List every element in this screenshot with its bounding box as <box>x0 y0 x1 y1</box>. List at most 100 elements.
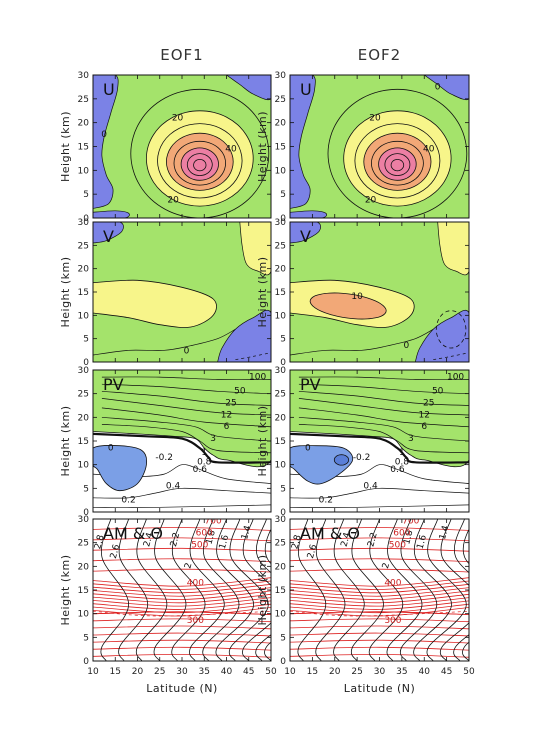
y-tick-label: 20 <box>275 413 287 423</box>
y-tick-label: 0 <box>83 214 89 224</box>
y-tick-label: 0 <box>83 657 89 667</box>
y-tick-label: 5 <box>83 484 89 494</box>
theta-contour-dashed <box>93 610 271 617</box>
u-negative-region-bottom <box>93 210 130 218</box>
v-contour-10 <box>309 292 387 320</box>
theta-contour <box>290 537 469 542</box>
theta-contour <box>290 632 469 637</box>
pv-contour-label: 0.4 <box>363 481 378 491</box>
theta-contour-label: 500 <box>191 540 208 550</box>
y-axis-label: Height (km) <box>59 111 72 182</box>
theta-contour-dashed <box>290 610 469 617</box>
theta-contour <box>93 639 271 644</box>
pv-negative-region <box>93 445 148 492</box>
y-tick-label: 25 <box>275 390 286 400</box>
pv-contour-line <box>101 390 271 406</box>
y-tick-label: 20 <box>275 119 287 129</box>
y-tick-label: 15 <box>78 586 89 596</box>
y-tick-label: 25 <box>275 539 286 549</box>
theta-contour <box>290 527 469 531</box>
panel-u-eof2: 0 20 40 20 <box>290 75 469 218</box>
x-tick-label: 25 <box>351 667 362 677</box>
pv-contour-label: 12 <box>221 410 232 420</box>
theta-contour <box>290 590 469 600</box>
v-dashed-contour <box>435 310 467 349</box>
u-contour-label: 20 <box>172 113 184 123</box>
theta-contour-label: 400 <box>384 578 401 588</box>
y-tick-label: 0 <box>83 358 89 368</box>
x-tick-label: 30 <box>374 667 386 677</box>
theta-contour <box>93 632 271 637</box>
y-axis-label: Height (km) <box>59 256 72 327</box>
theta-contour-label: 300 <box>187 616 204 626</box>
y-tick-label: 10 <box>78 461 90 471</box>
x-tick-label: 45 <box>243 667 254 677</box>
theta-contour-label: 600 <box>196 529 213 539</box>
pv-contour-label: 0.4 <box>166 481 181 491</box>
y-tick-label: 20 <box>78 413 90 423</box>
pv-contour-line <box>93 504 271 508</box>
pv-contour-label: 0.8 <box>395 458 410 468</box>
y-axis-label: Height (km) <box>256 554 269 625</box>
am-contour <box>315 519 346 661</box>
v-positive-tongue <box>93 279 217 328</box>
pv-negative-region <box>290 445 354 485</box>
y-tick-label: 25 <box>275 95 286 105</box>
u-contour-label: 20 <box>365 196 377 206</box>
y-tick-label: 15 <box>275 143 286 153</box>
pv-negative-core <box>333 454 350 466</box>
theta-contour <box>93 587 271 597</box>
x-tick-label: 30 <box>176 667 188 677</box>
theta-contour-label: 700 <box>402 517 419 527</box>
am-contour <box>462 528 469 661</box>
theta-contour <box>93 537 271 542</box>
x-axis-label: Latitude (N) <box>344 682 416 695</box>
y-tick-label: 25 <box>78 539 89 549</box>
am-contour <box>202 519 240 661</box>
panel-label: U <box>300 80 312 99</box>
v-contour-label: 0 <box>184 347 190 357</box>
y-tick-label: 15 <box>78 437 89 447</box>
theta-contour-label: 500 <box>389 540 406 550</box>
pv-contour-label: -0.2 <box>155 453 173 463</box>
am-contour <box>350 519 384 661</box>
am-contour-label: 2.6 <box>306 543 319 560</box>
y-tick-label: 25 <box>275 241 286 251</box>
am-contour-label: 1.6 <box>218 534 231 551</box>
u-contour-10 <box>327 88 468 218</box>
pv-contour-label: 0.2 <box>121 496 135 506</box>
am-contour <box>399 519 438 661</box>
theta-contour <box>290 547 469 552</box>
theta-contour <box>290 568 469 573</box>
pv-contour-label: 6 <box>421 422 427 432</box>
y-tick-label: 30 <box>275 515 287 525</box>
panel-label: AM & Θ <box>300 524 360 543</box>
v-dashed-contour-bottom <box>433 352 469 361</box>
pv-contour-line <box>101 424 271 454</box>
y-tick-label: 5 <box>280 633 286 643</box>
am-contour <box>368 519 404 661</box>
pv-contour-label: -0.2 <box>353 453 371 463</box>
am-contour <box>386 519 423 661</box>
y-tick-label: 5 <box>83 335 89 345</box>
pv-contour-line <box>298 398 469 416</box>
am-contour <box>413 519 452 661</box>
pv-contour-label: 6 <box>224 422 230 432</box>
u-negative-region-bottom <box>290 210 327 218</box>
theta-contour <box>290 603 469 614</box>
am-contour <box>189 519 225 661</box>
am-contour <box>255 519 271 661</box>
y-tick-label: 10 <box>275 166 287 176</box>
panel-label: V <box>103 227 114 246</box>
theta-contour <box>93 618 271 623</box>
pv-contour-label: 25 <box>423 399 434 409</box>
pv-contour-line <box>298 383 469 395</box>
am-contour-label: 2 <box>381 562 392 570</box>
am-contour <box>153 519 187 661</box>
am-contour <box>297 519 327 661</box>
pv-contour-label: 100 <box>447 372 464 382</box>
theta-contour <box>93 580 271 590</box>
